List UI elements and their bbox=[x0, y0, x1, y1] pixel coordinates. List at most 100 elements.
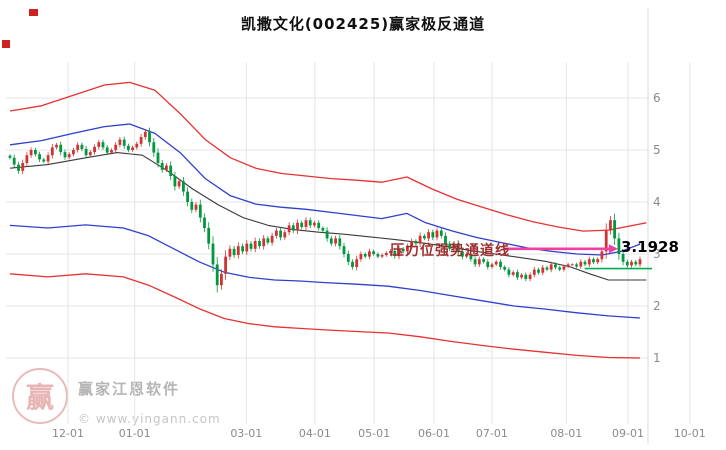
candle-down bbox=[34, 150, 37, 155]
candle-up bbox=[562, 266, 566, 270]
candle-up bbox=[477, 259, 481, 265]
x-axis-tick-label: 12-01 bbox=[52, 427, 84, 440]
candle-down bbox=[338, 238, 342, 247]
candle-up bbox=[384, 253, 388, 256]
candle-up bbox=[46, 155, 50, 162]
x-axis-tick-label: 08-01 bbox=[550, 427, 582, 440]
candle-up bbox=[418, 235, 422, 244]
candle-up bbox=[93, 146, 96, 153]
candle-down bbox=[152, 142, 156, 153]
candle-up bbox=[380, 255, 384, 257]
candle-down bbox=[317, 222, 321, 228]
candle-down bbox=[63, 152, 67, 158]
candle-down bbox=[258, 241, 261, 247]
candle-up bbox=[406, 246, 409, 252]
candle-up bbox=[135, 143, 139, 148]
candle-up bbox=[435, 230, 439, 238]
candle-down bbox=[621, 254, 625, 262]
candle-down bbox=[376, 254, 380, 257]
candle-down bbox=[207, 228, 211, 244]
candle-down bbox=[42, 159, 46, 162]
candle-up bbox=[596, 259, 600, 263]
candle-up bbox=[29, 150, 33, 156]
candle-down bbox=[211, 243, 215, 265]
candle-down bbox=[423, 235, 426, 239]
candle-down bbox=[186, 191, 189, 202]
candle-up bbox=[410, 241, 414, 247]
candle-up bbox=[334, 238, 337, 244]
candle-up bbox=[224, 256, 227, 274]
candle-up bbox=[72, 150, 75, 155]
candle-up bbox=[494, 261, 498, 265]
candle-up bbox=[465, 254, 468, 257]
candle-down bbox=[156, 152, 160, 163]
candle-up bbox=[541, 267, 545, 273]
candle-up bbox=[76, 144, 80, 150]
candle-up bbox=[452, 243, 456, 249]
candle-down bbox=[321, 228, 325, 231]
candle-down bbox=[537, 269, 540, 273]
candle-down bbox=[592, 259, 595, 263]
candle-down bbox=[503, 267, 507, 270]
candle-up bbox=[194, 204, 198, 210]
candle-up bbox=[287, 225, 291, 233]
candle-up bbox=[131, 147, 134, 150]
y-axis-tick-label: 6 bbox=[653, 91, 661, 105]
candle-down bbox=[80, 144, 84, 149]
candle-up bbox=[118, 139, 122, 145]
x-axis-tick-label: 01-01 bbox=[119, 427, 151, 440]
x-axis-tick-label: 04-01 bbox=[299, 427, 331, 440]
candle-down bbox=[198, 204, 202, 218]
candle-down bbox=[300, 222, 304, 227]
candle-down bbox=[393, 250, 397, 257]
candle-up bbox=[579, 261, 583, 267]
candle-up bbox=[50, 147, 54, 156]
y-axis-tick-label: 1 bbox=[653, 351, 661, 365]
candle-down bbox=[439, 230, 443, 236]
candle-down bbox=[482, 259, 485, 262]
candle-down bbox=[448, 243, 452, 249]
candle-down bbox=[444, 235, 447, 244]
x-axis-tick-label: 07-01 bbox=[476, 427, 508, 440]
candle-down bbox=[372, 251, 375, 254]
candle-down bbox=[325, 230, 329, 239]
x-axis-tick-label: 06-01 bbox=[418, 427, 450, 440]
candle-up bbox=[21, 163, 25, 171]
candle-up bbox=[270, 235, 274, 243]
candle-up bbox=[490, 264, 494, 267]
candle-up bbox=[143, 131, 147, 137]
candle-down bbox=[12, 157, 16, 165]
red-marker-left-icon bbox=[2, 40, 10, 48]
candle-up bbox=[55, 144, 58, 148]
candle-up bbox=[359, 254, 363, 260]
candle-down bbox=[169, 165, 173, 176]
candle-down bbox=[84, 149, 88, 156]
candle-down bbox=[190, 202, 194, 210]
candle-down bbox=[473, 259, 477, 265]
candle-up bbox=[520, 274, 523, 278]
candle-down bbox=[232, 248, 236, 255]
candle-down bbox=[160, 163, 164, 170]
candle-up bbox=[532, 269, 536, 275]
candle-down bbox=[59, 144, 63, 153]
candle-down bbox=[524, 274, 528, 279]
candle-up bbox=[566, 264, 570, 267]
candle-up bbox=[355, 259, 359, 267]
candle-up bbox=[177, 181, 181, 187]
candle-down bbox=[215, 264, 219, 286]
candle-down bbox=[346, 254, 350, 262]
candle-up bbox=[397, 248, 401, 257]
pressure-line-label: 压力位强势通道线 bbox=[390, 243, 510, 259]
candle-down bbox=[456, 243, 460, 252]
candle-up bbox=[304, 220, 308, 227]
x-axis-tick-label: 03-01 bbox=[230, 427, 262, 440]
candle-down bbox=[173, 176, 177, 187]
candle-up bbox=[275, 230, 278, 236]
pressure-arrow-head bbox=[608, 244, 618, 254]
candle-up bbox=[88, 152, 92, 156]
candle-up bbox=[114, 144, 118, 150]
brand-site: © www.yingann.com bbox=[78, 412, 221, 426]
brand-seal-icon: 赢 bbox=[12, 368, 68, 424]
